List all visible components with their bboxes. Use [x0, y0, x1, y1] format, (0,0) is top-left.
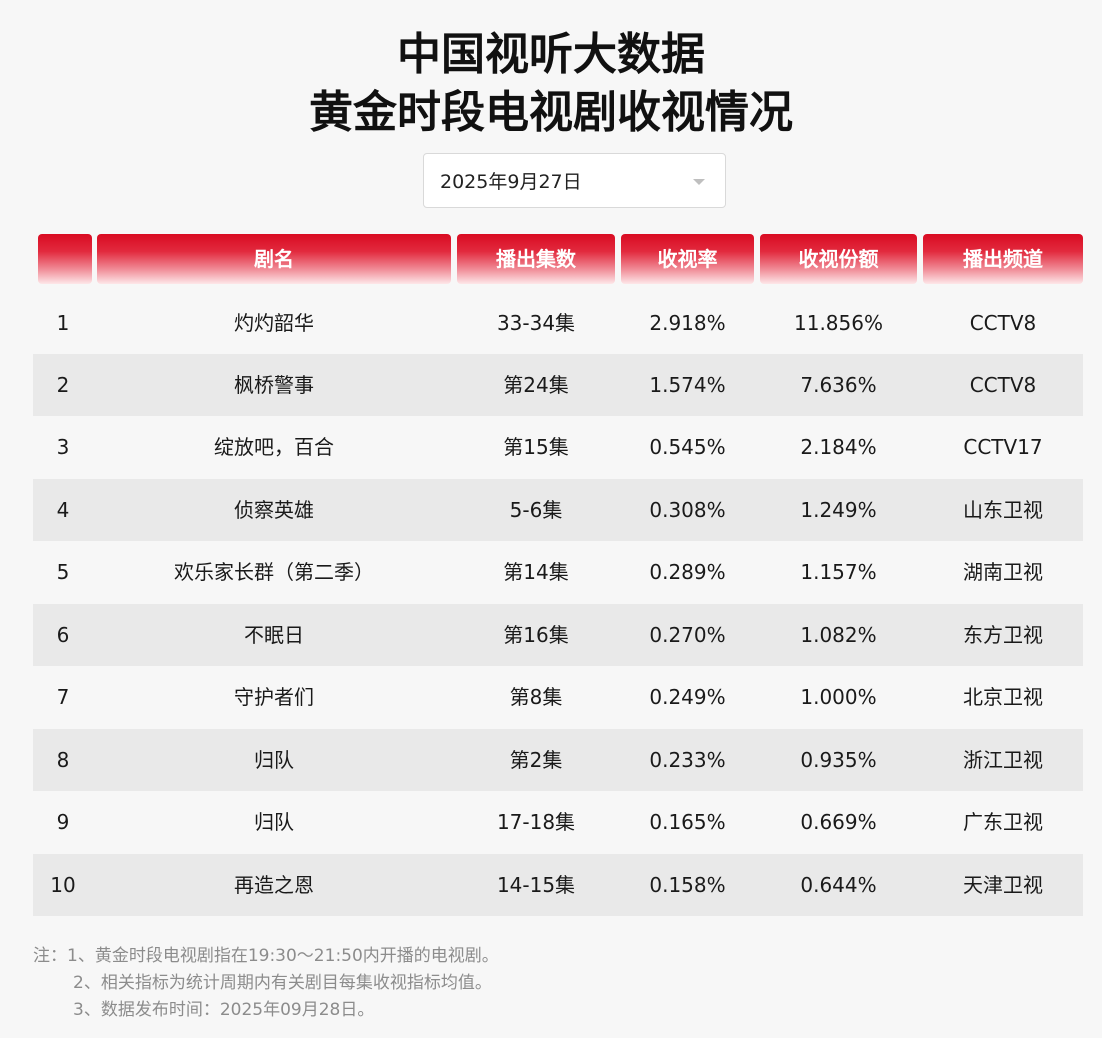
- rating-cell: 0.158%: [649, 873, 726, 897]
- channel-cell: 东方卫视: [963, 623, 1043, 647]
- episodes-cell: 第8集: [509, 685, 563, 709]
- channel-cell: CCTV17: [963, 435, 1043, 459]
- table-row: 3 绽放吧，百合 第15集 0.545% 2.184% CCTV17: [33, 416, 1083, 478]
- header-share: 收视份额: [760, 234, 917, 284]
- rank-cell: 6: [56, 623, 70, 647]
- rank-cell: 2: [56, 373, 70, 397]
- table-row: 8 归队 第2集 0.233% 0.935% 浙江卫视: [33, 729, 1083, 791]
- header-rank: [38, 234, 92, 284]
- share-cell: 2.184%: [800, 435, 877, 459]
- footnote-1: 注：1、黄金时段电视剧指在19:30～21:50内开播的电视剧。: [33, 946, 499, 966]
- header-channel: 播出频道: [923, 234, 1083, 284]
- rating-cell: 2.918%: [649, 311, 726, 335]
- header-rating: 收视率: [621, 234, 754, 284]
- table-row: 6 不眠日 第16集 0.270% 1.082% 东方卫视: [33, 604, 1083, 666]
- name-cell: 再造之恩: [234, 873, 314, 897]
- share-cell: 0.669%: [800, 810, 877, 834]
- channel-cell: 湖南卫视: [963, 560, 1043, 584]
- channel-cell: 浙江卫视: [963, 748, 1043, 772]
- name-cell: 守护者们: [234, 685, 314, 709]
- episodes-cell: 33-34集: [496, 311, 576, 335]
- rating-cell: 0.233%: [649, 748, 726, 772]
- rank-cell: 3: [56, 435, 70, 459]
- share-cell: 1.157%: [800, 560, 877, 584]
- table-row: 7 守护者们 第8集 0.249% 1.000% 北京卫视: [33, 666, 1083, 728]
- rank-cell: 9: [56, 810, 70, 834]
- rating-cell: 0.545%: [649, 435, 726, 459]
- share-cell: 11.856%: [794, 311, 883, 335]
- share-cell: 1.000%: [800, 685, 877, 709]
- episodes-cell: 5-6集: [509, 498, 563, 522]
- episodes-cell: 17-18集: [496, 810, 576, 834]
- rank-cell: 1: [56, 311, 70, 335]
- header-name: 剧名: [97, 234, 451, 284]
- footnote-3: 3、数据发布时间：2025年09月28日。: [73, 1000, 375, 1020]
- rank-cell: 8: [56, 748, 70, 772]
- name-cell: 归队: [254, 810, 294, 834]
- episodes-cell: 第24集: [503, 373, 569, 397]
- footnote-2: 2、相关指标为统计周期内有关剧目每集收视指标均值。: [73, 973, 492, 993]
- date-dropdown-value: 2025年9月27日: [440, 171, 582, 193]
- table-row: 10 再造之恩 14-15集 0.158% 0.644% 天津卫视: [33, 854, 1083, 916]
- share-cell: 0.644%: [800, 873, 877, 897]
- chevron-down-icon: [693, 179, 705, 185]
- name-cell: 绽放吧，百合: [214, 435, 334, 459]
- date-dropdown[interactable]: 2025年9月27日: [423, 153, 726, 208]
- table-row: 1 灼灼韶华 33-34集 2.918% 11.856% CCTV8: [33, 292, 1083, 354]
- rank-cell: 4: [56, 498, 70, 522]
- page-subtitle: 黄金时段电视剧收视情况: [309, 87, 793, 138]
- name-cell: 不眠日: [244, 623, 304, 647]
- episodes-cell: 第16集: [503, 623, 569, 647]
- rating-cell: 0.308%: [649, 498, 726, 522]
- page-title: 中国视听大数据: [397, 29, 705, 80]
- rating-cell: 0.249%: [649, 685, 726, 709]
- name-cell: 灼灼韶华: [234, 311, 314, 335]
- rating-cell: 1.574%: [649, 373, 726, 397]
- rank-cell: 10: [50, 873, 76, 897]
- rank-cell: 7: [56, 685, 70, 709]
- name-cell: 侦察英雄: [234, 498, 314, 522]
- header-episodes: 播出集数: [457, 234, 615, 284]
- table-row: 2 枫桥警事 第24集 1.574% 7.636% CCTV8: [33, 354, 1083, 416]
- episodes-cell: 第15集: [503, 435, 569, 459]
- table-row: 4 侦察英雄 5-6集 0.308% 1.249% 山东卫视: [33, 479, 1083, 541]
- rating-cell: 0.289%: [649, 560, 726, 584]
- channel-cell: 天津卫视: [963, 873, 1043, 897]
- share-cell: 7.636%: [800, 373, 877, 397]
- rating-cell: 0.270%: [649, 623, 726, 647]
- channel-cell: CCTV8: [969, 373, 1037, 397]
- name-cell: 枫桥警事: [234, 373, 314, 397]
- channel-cell: 广东卫视: [963, 810, 1043, 834]
- rank-cell: 5: [56, 560, 70, 584]
- channel-cell: 山东卫视: [963, 498, 1043, 522]
- channel-cell: CCTV8: [969, 311, 1037, 335]
- share-cell: 1.082%: [800, 623, 877, 647]
- rating-cell: 0.165%: [649, 810, 726, 834]
- episodes-cell: 14-15集: [496, 873, 576, 897]
- channel-cell: 北京卫视: [963, 685, 1043, 709]
- footnotes: 注：1、黄金时段电视剧指在19:30～21:50内开播的电视剧。 2、相关指标为…: [33, 943, 499, 1024]
- table-row: 5 欢乐家长群（第二季） 第14集 0.289% 1.157% 湖南卫视: [33, 541, 1083, 603]
- share-cell: 0.935%: [800, 748, 877, 772]
- name-cell: 欢乐家长群（第二季）: [174, 560, 374, 584]
- episodes-cell: 第14集: [503, 560, 569, 584]
- share-cell: 1.249%: [800, 498, 877, 522]
- name-cell: 归队: [254, 748, 294, 772]
- table-row: 9 归队 17-18集 0.165% 0.669% 广东卫视: [33, 791, 1083, 853]
- episodes-cell: 第2集: [509, 748, 563, 772]
